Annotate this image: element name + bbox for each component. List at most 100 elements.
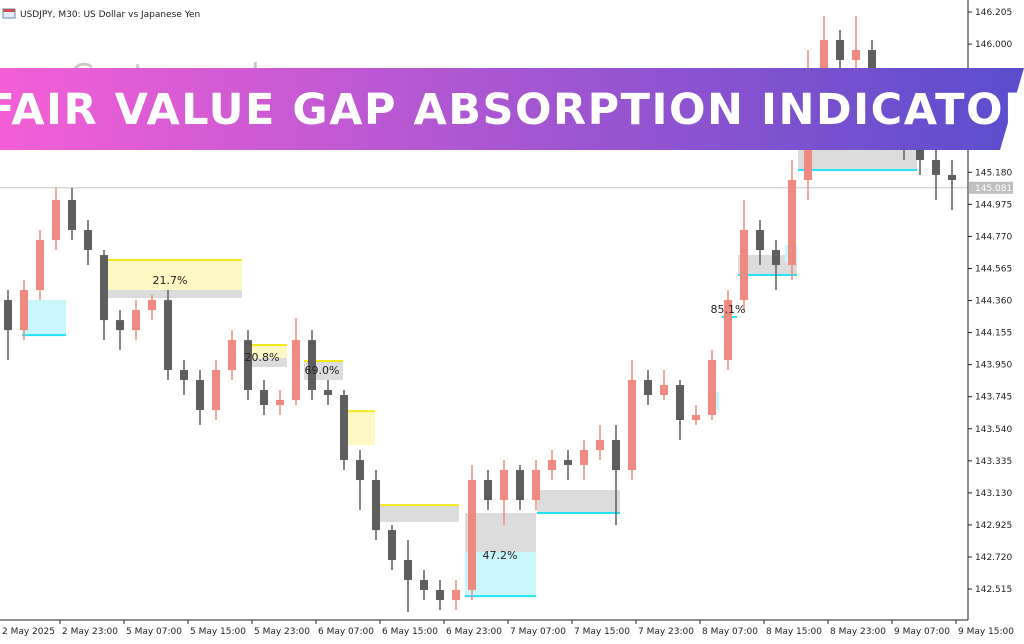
candle-body [708,359,716,416]
y-tick-label: 143.130 [975,489,1012,499]
candle-body [548,460,556,471]
y-tick-label: 143.335 [975,457,1012,467]
y-tick-label: 143.950 [975,361,1012,371]
candle-body [388,530,396,560]
chart-header: USDJPY, M30: US Dollar vs Japanese Yen [20,10,200,20]
gap-zone [537,490,620,514]
gap-zone [244,344,287,359]
candle-body [276,399,284,405]
x-tick-label: 2 May 23:00 [62,627,118,637]
candle-body [452,589,460,600]
candle-body [628,379,636,471]
candle-body [292,340,300,400]
candle-body [308,340,316,390]
candle-body [772,250,780,266]
candle-body [148,300,156,311]
candle-body [84,230,92,251]
candle-body [100,255,108,321]
gap-label: 20.8% [245,351,280,364]
candle-body [644,379,652,395]
y-tick-label: 143.540 [975,425,1012,435]
x-tick-label: 7 May 23:00 [638,627,694,637]
y-tick-label: 144.155 [975,329,1012,339]
banner [0,68,1024,150]
candle-body [20,290,28,331]
candle-body [516,470,524,501]
candle-body [260,389,268,405]
candle-body [132,310,140,331]
candle-body [788,179,796,266]
candle-body [724,300,732,360]
gap-label: 21.7% [153,274,188,287]
gap-zone [104,290,242,299]
gap-zone [376,505,459,522]
candle-body [852,50,860,61]
x-tick-label: 5 May 07:00 [126,627,182,637]
candle-body [500,470,508,501]
candle-body [196,379,204,410]
x-tick-label: 6 May 07:00 [318,627,374,637]
y-tick-label: 144.975 [975,200,1012,210]
candle-body [404,559,412,580]
y-tick-label: 143.745 [975,393,1012,403]
banner-title: FAIR VALUE GAP ABSORPTION INDICATOR [0,85,1024,135]
candle-body [4,300,12,331]
current-price-tag [969,181,1013,194]
gap-label: 69.0% [305,364,340,377]
x-tick-label: 6 May 23:00 [446,627,502,637]
x-tick-label: 8 May 07:00 [702,627,758,637]
y-tick-label: 142.925 [975,521,1012,531]
candle-body [740,230,748,301]
symbol-icon-bar [3,9,15,12]
candle-body [660,384,668,395]
candle-body [916,149,924,160]
gap-zone [465,513,536,552]
candle-body [836,40,844,61]
candle-body [468,480,476,590]
y-tick-label: 146.205 [975,8,1012,18]
candle-body [820,40,828,71]
x-tick-label: 7 May 07:00 [510,627,566,637]
candle-body [324,389,332,395]
gap-zone [22,300,66,336]
x-tick-label: 7 May 15:00 [574,627,630,637]
candle-body [164,300,172,370]
candle-body [532,470,540,501]
y-tick-label: 142.720 [975,553,1012,563]
candle-body [612,440,620,471]
y-tick-label: 144.770 [975,232,1012,242]
candle-body [692,415,700,421]
candle-body [212,369,220,410]
candle-body [484,480,492,501]
candle-body [372,480,380,531]
candle-body [356,460,364,481]
gap-zone [465,551,536,597]
candle-body [676,384,684,421]
axes: 146.205 146.000 145.180 144.975 144.770 144.5… [2,8,1014,637]
candle-body [244,340,252,390]
y-tick-label: 144.360 [975,297,1012,307]
y-tick-label: 146.000 [975,40,1012,50]
x-tick-label: 6 May 15:00 [382,627,438,637]
gap-zone [798,149,917,170]
y-tick-label: 142.515 [975,585,1012,595]
candle-body [180,369,188,380]
x-tick-label: 9 May 07:00 [894,627,950,637]
candle-body [68,199,76,231]
x-tick-label: 5 May 23:00 [254,627,310,637]
x-tick-label: 9 May 15:00 [958,627,1014,637]
candle-body [340,394,348,461]
candle-body [756,230,764,251]
candle-body [436,589,444,600]
gap-zone [344,411,375,446]
candle-body [36,240,44,291]
candle-body [948,174,956,180]
gap-zone [244,358,287,367]
candle-body [932,159,940,175]
current-price-label: 145.081 [975,184,1012,194]
candle-body [564,460,572,466]
candle-body [52,199,60,241]
x-tick-label: 2 May 2025 [2,627,55,637]
candle-body [596,440,604,451]
